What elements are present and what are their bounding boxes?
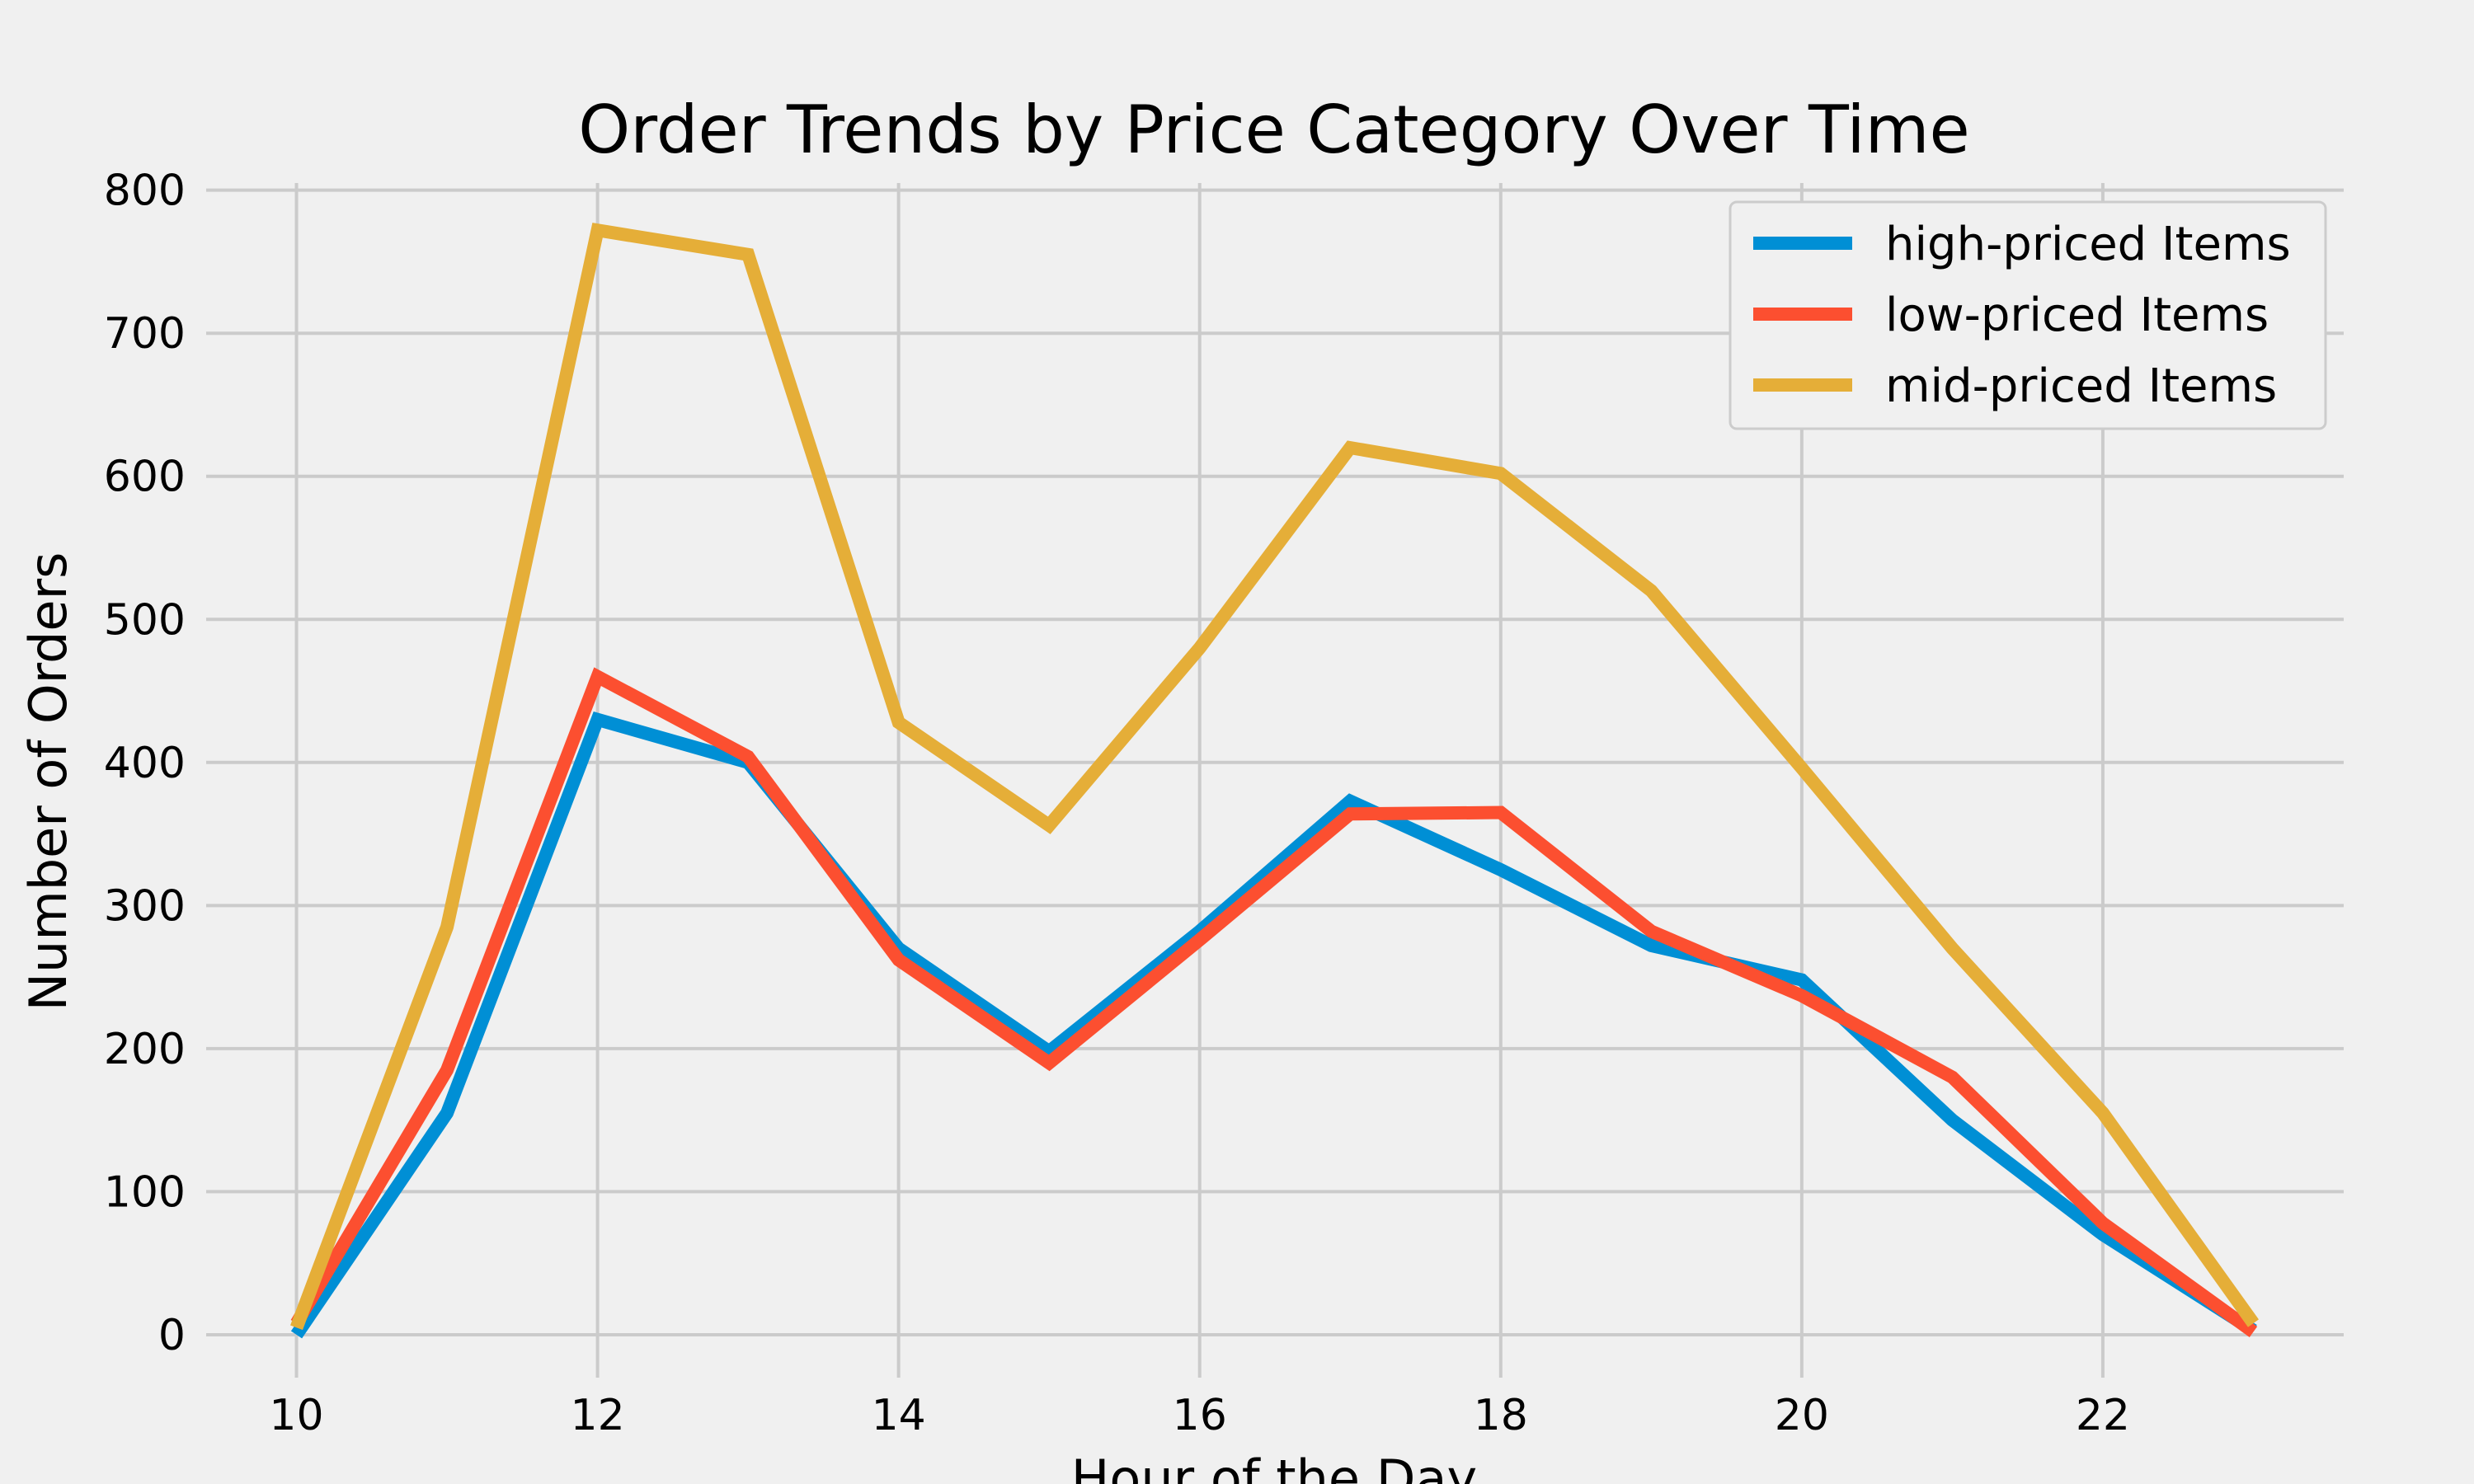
x-tick-label: 16 bbox=[1173, 1391, 1227, 1440]
series-line-high-priced bbox=[290, 711, 2257, 1339]
y-tick-label: 100 bbox=[104, 1167, 186, 1217]
x-tick-label: 14 bbox=[872, 1391, 926, 1440]
y-tick-label: 300 bbox=[104, 881, 186, 931]
tick-layer: 10 12 14 16 18 20 22 0 100 200 300 400 500 600 700 800 bbox=[104, 167, 2130, 1440]
x-tick-label: 10 bbox=[269, 1391, 323, 1440]
chart-title: Order Trends by Price Category Over Time bbox=[578, 92, 1969, 168]
y-tick-label: 0 bbox=[158, 1311, 186, 1360]
y-tick-label: 400 bbox=[104, 739, 186, 788]
x-tick-label: 12 bbox=[571, 1391, 625, 1440]
legend-label: mid-priced Items bbox=[1885, 359, 2277, 413]
y-tick-label: 200 bbox=[104, 1025, 186, 1074]
series-line-mid-priced bbox=[290, 223, 2259, 1331]
legend: high-priced Items low-priced Items mid-pri… bbox=[1729, 200, 2327, 430]
legend-box bbox=[1729, 200, 2327, 430]
x-tick-label: 20 bbox=[1775, 1391, 1829, 1440]
y-tick-label: 600 bbox=[104, 453, 186, 502]
series-line-low-priced bbox=[290, 667, 2258, 1337]
series-layer bbox=[290, 223, 2259, 1339]
x-tick-label: 22 bbox=[2076, 1391, 2130, 1440]
y-tick-label: 700 bbox=[104, 309, 186, 359]
legend-label: low-priced Items bbox=[1885, 289, 2269, 342]
x-axis-label: Hour of the Day bbox=[1071, 1449, 1477, 1484]
y-axis-label: Number of Orders bbox=[18, 552, 78, 1012]
legend-label: high-priced Items bbox=[1885, 218, 2291, 271]
y-tick-label: 500 bbox=[104, 595, 186, 645]
y-tick-label: 800 bbox=[104, 167, 186, 216]
x-tick-label: 18 bbox=[1474, 1391, 1528, 1440]
